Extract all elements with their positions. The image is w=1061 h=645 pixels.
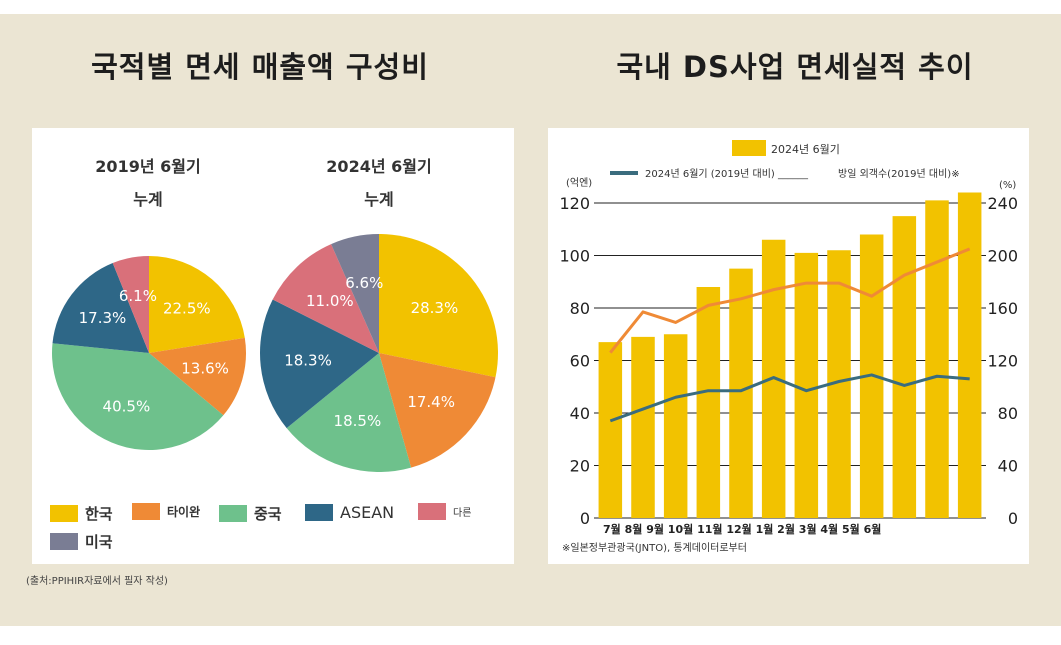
pie0-label-1: 13.6% — [181, 360, 229, 378]
y-tick-left-2: 40 — [570, 404, 590, 423]
legend-label-korea: 한국 — [85, 505, 113, 523]
pie1-label-2: 18.5% — [334, 412, 382, 430]
legend-swatch-usa — [50, 533, 78, 550]
pie1-slice-2 — [286, 353, 412, 472]
line-series — [609, 247, 971, 423]
bar-1 — [631, 336, 655, 518]
y-tick-right-5: 200 — [987, 247, 1018, 266]
legend-line1-label: 2024년 6월기 (2019년 대비) ______ — [645, 168, 809, 180]
y-tick-left-4: 80 — [570, 299, 590, 318]
pie0-slice-0 — [149, 256, 245, 353]
chart-gridlines — [594, 202, 986, 519]
pie-2019-subtitle: 누계 — [133, 190, 162, 209]
y-axis-unit-right: (%) — [999, 180, 1016, 191]
legend-label-asean: ASEAN — [340, 503, 395, 522]
pie-2024: 28.3% 17.4% 18.5% 18.3% 11.0%6.6% — [260, 234, 498, 472]
legend-bar-label: 2024년 6월기 — [771, 143, 840, 156]
pie1-label-4: 11.0% — [306, 292, 354, 310]
legend-label-taiwan: 타이완 — [167, 505, 201, 519]
y-tick-left-5: 100 — [559, 247, 590, 266]
pie1-slice-0 — [379, 234, 498, 378]
pie1-slice-1 — [379, 353, 496, 468]
bar-10 — [925, 200, 949, 518]
bar-6 — [794, 252, 819, 518]
y-axis-ticks: 0 20 40 60 80 100 120 0 40 80 120 160 200 240 — [559, 194, 1018, 528]
left-chart-title: 국적별 면세 매출액 구성비 — [91, 50, 429, 84]
combo-chart-svg: 2024년 6월기 2024년 6월기 (2019년 대비) ______ 방일… — [559, 140, 1018, 554]
legend-swatch-other — [418, 503, 446, 520]
pie-2024-title: 2024년 6월기 — [326, 157, 431, 176]
pie0-label-3: 17.3% — [79, 309, 127, 327]
right-source-note: ※일본정부관광국(JNTO), 통계데이터로부터 — [562, 542, 747, 554]
pie1-label-3: 18.3% — [284, 352, 332, 370]
pie1-label-5: 6.6% — [345, 274, 383, 292]
legend-bar-swatch — [732, 140, 766, 156]
bar-4 — [729, 268, 753, 518]
y-tick-left-1: 20 — [570, 457, 590, 476]
y-tick-left-6: 120 — [559, 194, 590, 213]
pie0-slice-1 — [149, 337, 246, 416]
bar-11 — [957, 192, 982, 518]
pie-2024-subtitle: 누계 — [364, 190, 393, 209]
bar-7 — [827, 250, 851, 518]
line-series-1 — [609, 247, 971, 354]
legend-swatch-asean — [305, 504, 333, 521]
pie-2019: 22.5% 13.6% 40.5% 17.3% 6.1% — [52, 256, 246, 450]
legend-item-usa: 미국 — [50, 531, 113, 552]
y-tick-right-0: 0 — [1008, 509, 1018, 528]
combo-chart-panel: 2024년 6월기 2024년 6월기 (2019년 대비) ______ 방일… — [548, 128, 1029, 564]
right-chart-title: 국내 DS사업 면세실적 추이 — [616, 50, 974, 84]
y-tick-right-6: 240 — [987, 194, 1018, 213]
legend-label-china: 중국 — [254, 505, 282, 523]
pie1-slice-3 — [260, 299, 379, 429]
pie0-label-2: 40.5% — [103, 398, 151, 416]
pie1-slice-5 — [331, 234, 379, 353]
pie1-label-0: 28.3% — [411, 299, 459, 317]
bar-2 — [663, 334, 688, 518]
legend-line2-label: 방일 외객수(2019년 대비)※ — [838, 168, 960, 180]
pie0-label-4: 6.1% — [119, 287, 157, 305]
legend-label-usa: 미국 — [85, 533, 113, 551]
pie-charts-svg: 2019년 6월기 누계 2024년 6월기 누계 22.5% 13.6% 40.5… — [52, 157, 498, 472]
pie0-slice-4 — [112, 256, 149, 353]
legend-item-china: 중국 — [219, 503, 282, 524]
pie1-slice-4 — [272, 244, 379, 353]
y-tick-left-3: 60 — [570, 352, 590, 371]
pie1-label-1: 17.4% — [407, 393, 455, 411]
left-source-note: (출처:PPIHIR자료에서 필자 작성) — [26, 576, 168, 587]
pie-charts-panel: 2019년 6월기 누계 2024년 6월기 누계 22.5% 13.6% 40.5… — [32, 128, 514, 564]
legend-swatch-china — [219, 505, 247, 522]
legend-swatch-taiwan — [132, 503, 160, 520]
legend-item-taiwan: 타이완 — [132, 503, 200, 520]
line-series-2 — [609, 373, 970, 423]
y-axis-unit-left: (억엔) — [566, 177, 592, 189]
y-tick-right-1: 40 — [998, 457, 1018, 476]
bar-0 — [598, 342, 623, 518]
y-tick-right-4: 160 — [987, 299, 1018, 318]
y-tick-left-0: 0 — [580, 509, 590, 528]
pie0-slice-2 — [52, 343, 224, 450]
x-axis-month-labels: 7월 8월 9월 10월 11월 12월 1월 2월 3월 4월 5월 6월 — [603, 522, 881, 536]
bar-3 — [696, 287, 721, 518]
y-tick-right-3: 120 — [987, 352, 1018, 371]
bar-series — [598, 192, 982, 518]
bar-9 — [892, 216, 917, 518]
pie-2019-title: 2019년 6월기 — [95, 157, 200, 176]
legend-item-other: 다른 — [418, 503, 471, 520]
legend-item-korea: 한국 — [50, 503, 113, 524]
y-tick-right-2: 80 — [998, 404, 1018, 423]
legend-swatch-korea — [50, 505, 78, 522]
pie0-slice-3 — [52, 263, 149, 353]
legend-item-asean: ASEAN — [305, 503, 394, 522]
pie0-label-0: 22.5% — [163, 300, 211, 318]
legend-label-other: 다른 — [453, 508, 472, 519]
